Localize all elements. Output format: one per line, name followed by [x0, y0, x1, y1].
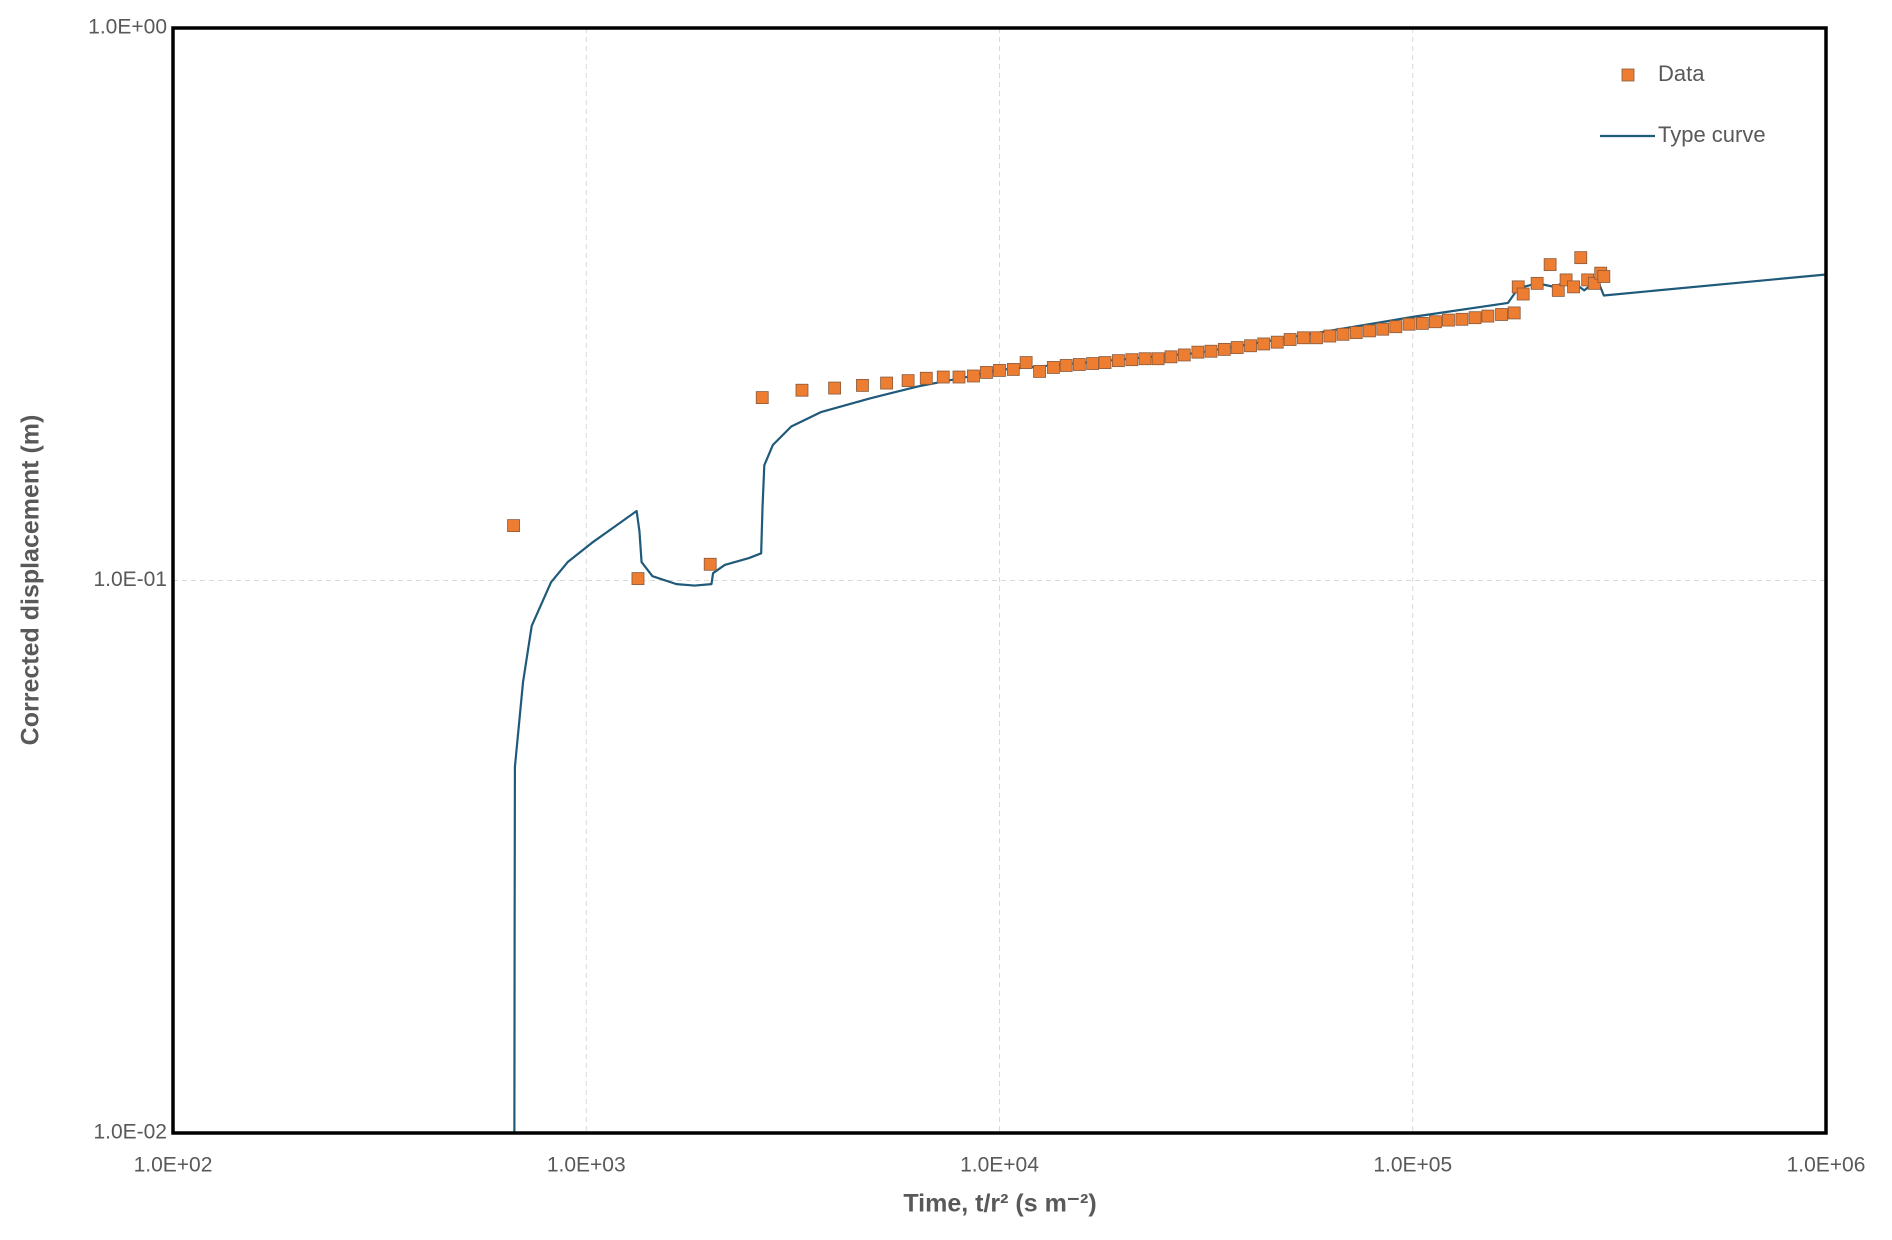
data-point [1086, 357, 1100, 370]
data-point [993, 364, 1006, 377]
data-point [1442, 313, 1455, 327]
y-axis-title: Corrected displacement (m) [17, 415, 45, 746]
data-point [880, 376, 893, 390]
data-point [1574, 251, 1588, 265]
x-tick-label: 1.0E+03 [547, 1154, 626, 1177]
data-point [1402, 317, 1416, 331]
data-point [980, 366, 993, 379]
data-point [1191, 345, 1205, 359]
data-point [1019, 356, 1033, 369]
plot-frame [171, 26, 1828, 1135]
data-point [1587, 276, 1601, 290]
data-point [919, 371, 933, 385]
legend-label: Type curve [1658, 122, 1766, 147]
data-point [1283, 333, 1297, 346]
data-point [828, 381, 842, 395]
data-point [1363, 324, 1376, 338]
data-point [1164, 350, 1178, 364]
x-tick-label: 1.0E+04 [960, 1154, 1039, 1177]
data-point [1495, 308, 1508, 321]
data-point [1204, 344, 1218, 358]
data-point [1516, 287, 1530, 301]
legend-label: Data [1658, 61, 1705, 86]
data-point [901, 374, 915, 388]
type-curve [513, 273, 1827, 1134]
data-point [1230, 341, 1244, 354]
data-point [1551, 284, 1565, 297]
x-tick-label: 1.0E+02 [134, 1154, 213, 1177]
data-point [1006, 363, 1020, 376]
data-point [1429, 315, 1442, 329]
data-point [1530, 276, 1544, 290]
data-point [1046, 361, 1060, 374]
data-point [1059, 359, 1073, 372]
data-point [856, 378, 869, 392]
data-point [1125, 353, 1139, 367]
data-point [507, 519, 520, 533]
data-point [1177, 348, 1191, 362]
data-point [967, 369, 980, 383]
data-point [755, 391, 769, 405]
data-point [1323, 329, 1337, 343]
data-point [1349, 326, 1363, 339]
data-point [1543, 258, 1557, 272]
data-point [1507, 306, 1521, 320]
x-axis-title: Time, t/r² (s m⁻²) [903, 1190, 1096, 1218]
data-point [1468, 311, 1482, 325]
data-point [936, 370, 950, 384]
data-point [1112, 354, 1125, 368]
data-point [1567, 280, 1580, 294]
data-point [1138, 352, 1152, 366]
data-point [1415, 316, 1429, 330]
data-point [795, 383, 809, 397]
data-point [1244, 339, 1257, 353]
data-point [1151, 352, 1165, 366]
data-point [1297, 331, 1310, 345]
data-point [1098, 356, 1112, 369]
data-point [1072, 358, 1086, 371]
legend-marker [1621, 68, 1635, 82]
data-point [1336, 327, 1350, 341]
data-point [1481, 309, 1495, 323]
data-point [703, 557, 717, 571]
data-point [1217, 342, 1231, 356]
data-point [1455, 312, 1469, 326]
y-tick-label: 1.0E-02 [93, 1121, 167, 1144]
y-tick-label: 1.0E+00 [88, 16, 167, 39]
data-point [1597, 270, 1611, 283]
data-point [1257, 337, 1271, 351]
data-point [1033, 365, 1046, 378]
data-point [952, 370, 966, 384]
x-tick-label: 1.0E+05 [1373, 1154, 1452, 1177]
data-point [1270, 335, 1284, 349]
x-tick-label: 1.0E+06 [1787, 1154, 1866, 1177]
y-tick-label: 1.0E-01 [93, 568, 167, 591]
data-point [1376, 322, 1390, 336]
data-point [1389, 320, 1403, 334]
data-point [631, 572, 645, 585]
data-point [1310, 331, 1323, 345]
